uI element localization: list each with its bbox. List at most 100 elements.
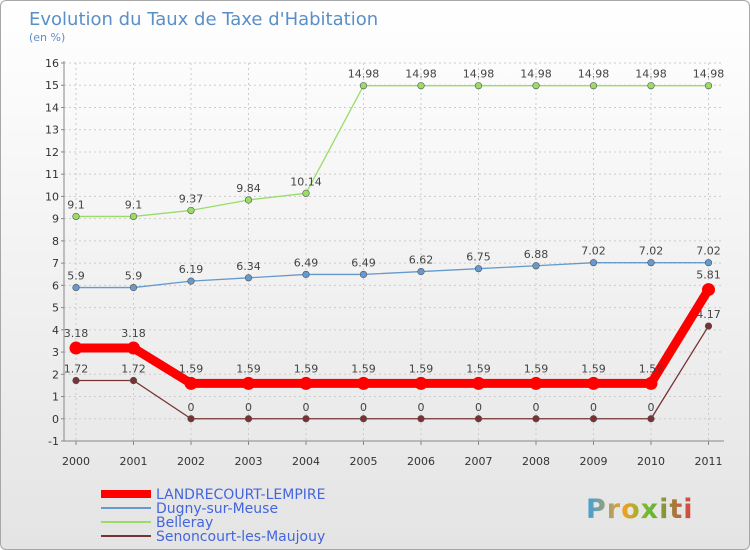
data-point [647,259,655,267]
data-point [129,376,138,385]
y-tick-label: 0 [52,413,59,426]
data-point [127,341,140,355]
data-point [704,82,713,90]
x-tick-label: 2009 [580,455,608,468]
series-belleray: 9.1 9.1 9.37 9.84 10.14 14.98 14.98 14.98 14.98 1… [67,68,725,221]
data-point [474,82,483,90]
data-label: 7.02 [639,245,664,258]
x-tick-label: 2005 [350,455,378,468]
y-tick-label: 7 [52,257,59,270]
data-label: 0 [648,401,655,414]
data-point [474,265,483,273]
y-tick-label: 13 [45,124,59,137]
y-tick-label: 2 [52,368,59,381]
data-point [187,277,195,285]
data-label: 6.88 [524,248,549,261]
data-label: 9.1 [125,198,143,211]
data-label: 0 [533,401,540,414]
y-tick-label: 9 [52,213,59,226]
x-tick-label: 2003 [235,455,263,468]
legend-label: LANDRECOURT-LEMPIRE [156,487,325,503]
chart-title: Evolution du Taux de Taxe d'Habitation [29,9,378,30]
data-point [417,267,425,276]
y-tick-label: 15 [45,79,59,92]
x-tick-label: 2004 [292,455,320,468]
y-tick-label: 14 [45,101,59,114]
data-label: 14.98 [578,68,610,81]
data-label: 7.02 [696,245,721,258]
data-label: 5.81 [696,269,721,282]
data-label: 6.49 [294,256,319,269]
data-point [647,82,655,90]
data-label: 0 [360,401,367,414]
legend: LANDRECOURT-LEMPIREDugny-sur-MeuseBeller… [101,487,325,545]
data-point [587,376,600,390]
x-tick-label: 2001 [120,455,148,468]
data-label: 0 [475,401,482,414]
data-label: 9.84 [236,182,261,195]
data-point [129,212,138,221]
series-line [75,85,710,218]
data-point [72,212,80,221]
data-label: 9.37 [179,192,204,205]
y-tick-label: 11 [45,168,59,181]
data-point [529,376,543,390]
data-point [474,415,483,423]
data-point [244,415,253,423]
y-tick-label: 10 [45,190,59,203]
x-tick-label: 2002 [177,455,205,468]
data-label: 1.59 [179,362,204,375]
chart-subtitle: (en %) [29,31,65,44]
data-point [472,376,485,390]
data-label: 0 [245,401,252,414]
data-point [702,283,715,297]
data-point [299,376,313,390]
data-label: 14.98 [348,68,380,81]
data-label: 14.98 [405,68,437,81]
data-point [589,415,598,423]
data-label: 14.98 [693,68,725,81]
data-point [302,189,310,197]
data-label: 6.75 [466,251,491,264]
legend-label: Belleray [156,515,213,531]
data-point [244,274,253,282]
data-point [187,415,195,423]
data-point [184,376,198,390]
data-point [414,376,428,390]
data-point [359,415,368,423]
x-tick-label: 2007 [465,455,493,468]
x-tick-label: 2011 [695,455,723,468]
data-label: 1.72 [121,363,146,376]
x-tick-label: 2008 [522,455,550,468]
data-label: 6.19 [179,263,204,276]
data-point [129,283,138,292]
y-tick-label: 4 [52,324,59,337]
data-point [704,259,713,267]
legend-label: Senoncourt-les-Maujouy [156,529,325,545]
data-label: 5.9 [67,270,85,283]
data-label: 1.59 [351,362,376,375]
series-group: 9.1 9.1 9.37 9.84 10.14 14.98 14.98 14.98 14.98 1… [64,68,725,423]
data-point [359,270,368,279]
data-label: 14.98 [520,68,552,81]
data-point [589,82,598,90]
series-line [75,325,710,420]
data-label: 6.49 [351,256,376,269]
legend-label: Dugny-sur-Meuse [156,501,278,517]
y-tick-label: 6 [52,279,59,292]
data-point [644,376,658,390]
data-label: 1.59 [466,362,491,375]
data-point [242,376,255,390]
series-line [75,262,710,289]
series-senoncourt-les-maujouy: 1.72 1.72 0 0 0 0 0 0 0 0 0 4.17 [64,308,721,423]
y-tick-label: 8 [52,235,59,248]
data-label: 14.98 [463,68,495,81]
data-point [532,262,540,270]
y-tick-label: 3 [52,346,59,359]
data-label: 0 [590,401,597,414]
y-tick-label: -1 [48,435,59,448]
data-label: 1.59 [236,362,261,375]
x-tick-label: 2006 [407,455,435,468]
